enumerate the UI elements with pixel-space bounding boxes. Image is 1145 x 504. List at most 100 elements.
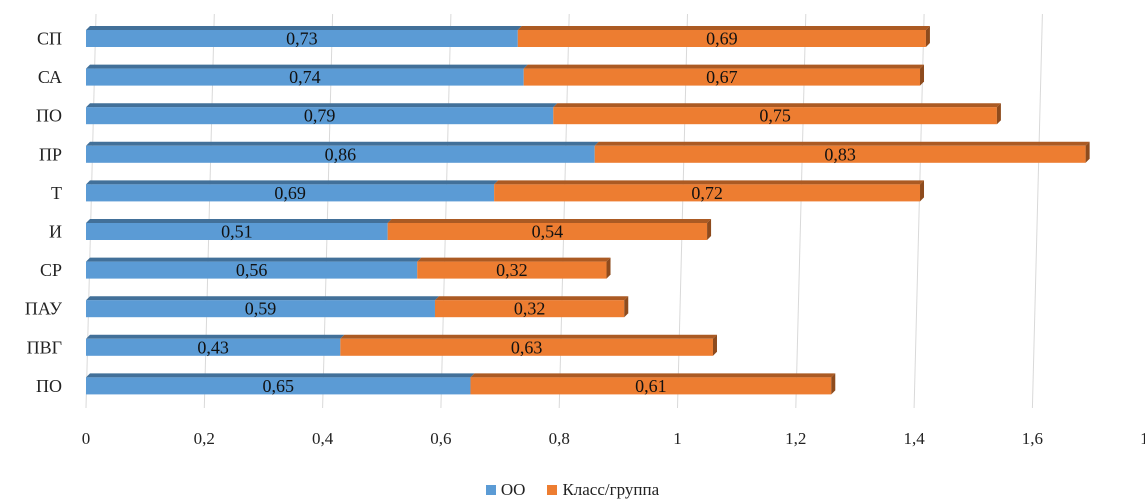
category-label: Т bbox=[51, 183, 62, 203]
data-label: 0,32 bbox=[514, 299, 546, 319]
bar-top-face bbox=[86, 64, 528, 69]
bar-top-face bbox=[553, 103, 1001, 108]
data-label: 0,43 bbox=[197, 337, 229, 357]
bar-segment bbox=[517, 30, 926, 47]
data-label: 0,67 bbox=[706, 67, 738, 87]
bar-side-face bbox=[707, 219, 712, 240]
category-label: И bbox=[49, 222, 62, 242]
category-label: СА bbox=[38, 67, 62, 87]
bar-segment bbox=[86, 184, 495, 202]
data-label: 0,75 bbox=[759, 106, 791, 126]
bar-side-face bbox=[920, 64, 925, 86]
x-tick-label: 1,8 bbox=[1140, 429, 1145, 448]
bar-top-face bbox=[86, 103, 558, 108]
chart-legend: ОО Класс/группа bbox=[0, 480, 1145, 500]
bar-side-face bbox=[996, 103, 1001, 125]
x-tick-label: 0,2 bbox=[194, 429, 215, 448]
data-label: 0,61 bbox=[635, 376, 667, 396]
bar-side-face bbox=[1085, 141, 1090, 163]
x-tick-label: 0,4 bbox=[312, 429, 334, 448]
bar-side-face bbox=[712, 334, 717, 356]
bar-top-face bbox=[523, 64, 925, 69]
x-tick-label: 1,4 bbox=[903, 429, 925, 448]
bar-top-face bbox=[86, 373, 475, 378]
category-label: ПАУ bbox=[25, 299, 62, 319]
bar-segment bbox=[340, 338, 713, 356]
x-tick-label: 0,6 bbox=[430, 429, 451, 448]
bar-segment bbox=[86, 300, 435, 318]
bar-segment bbox=[86, 377, 471, 395]
bar-top-face bbox=[86, 141, 599, 146]
chart-canvas: 0 0,2 0,4 0,6 0,8 1 1,2 1,4 1,6 1,8 СП 0,73 0,69 СА 0,… bbox=[25, 13, 1145, 448]
bar-top-face bbox=[494, 180, 925, 185]
bar-segment bbox=[86, 107, 554, 125]
bar-top-face bbox=[86, 219, 392, 223]
bar-top-face bbox=[417, 257, 611, 262]
bar-top-face bbox=[434, 296, 629, 301]
x-tick-label: 0 bbox=[82, 429, 91, 448]
data-label: 0,69 bbox=[274, 183, 306, 203]
data-label: 0,69 bbox=[706, 29, 738, 49]
x-tick-label: 0,8 bbox=[549, 429, 570, 448]
data-label: 0,73 bbox=[286, 29, 318, 49]
legend-item-class-group: Класс/группа bbox=[547, 480, 659, 500]
legend-label-oo: ОО bbox=[500, 480, 526, 499]
bar-segment bbox=[494, 184, 921, 202]
legend-label-class-group: Класс/группа bbox=[562, 480, 660, 499]
bar-segment bbox=[417, 261, 607, 279]
data-label: 0,56 bbox=[236, 260, 268, 280]
legend-swatch-class-group bbox=[547, 485, 558, 495]
bar-top-face bbox=[340, 334, 717, 339]
data-label: 0,59 bbox=[245, 299, 277, 319]
data-label: 0,65 bbox=[262, 376, 294, 396]
data-label: 0,54 bbox=[532, 222, 564, 242]
bar-top-face bbox=[86, 296, 439, 301]
x-tick-label: 1,6 bbox=[1022, 429, 1043, 448]
bar-side-face bbox=[920, 180, 925, 202]
bar-segment bbox=[594, 145, 1086, 163]
bar-segment bbox=[86, 68, 524, 86]
bar-segment bbox=[86, 338, 341, 356]
bar-side-face bbox=[831, 373, 836, 395]
bar-segment bbox=[86, 145, 595, 163]
bar-top-face bbox=[86, 334, 345, 339]
bar-side-face bbox=[606, 257, 611, 279]
category-label: СР bbox=[40, 260, 62, 280]
bar-segment bbox=[86, 223, 388, 240]
category-label: ПВГ bbox=[27, 337, 62, 357]
data-label: 0,51 bbox=[221, 222, 253, 242]
data-label: 0,86 bbox=[325, 144, 357, 164]
x-tick-label: 1,2 bbox=[785, 429, 806, 448]
category-label: ПР bbox=[39, 144, 62, 164]
gridline bbox=[1031, 13, 1043, 409]
bar-segment bbox=[553, 107, 997, 125]
bar-segment bbox=[470, 377, 832, 395]
bar-top-face bbox=[594, 141, 1090, 146]
data-label: 0,79 bbox=[304, 106, 336, 126]
data-label: 0,63 bbox=[511, 337, 543, 357]
bar-top-face bbox=[517, 26, 930, 30]
category-label: ПО bbox=[36, 106, 62, 126]
category-label: СП bbox=[37, 29, 62, 49]
legend-item-oo: ОО bbox=[485, 480, 526, 500]
data-label: 0,32 bbox=[496, 260, 528, 280]
bar-segment bbox=[86, 30, 518, 47]
x-tick-label: 1 bbox=[673, 429, 682, 448]
category-label: ПО bbox=[36, 376, 62, 396]
bar-side-face bbox=[624, 296, 629, 318]
bar-top-face bbox=[86, 257, 422, 262]
bar-segment bbox=[523, 68, 921, 86]
bar-segment bbox=[434, 300, 625, 318]
data-label: 0,74 bbox=[289, 67, 321, 87]
bar-segment bbox=[387, 223, 708, 240]
bar-top-face bbox=[387, 219, 712, 223]
data-label: 0,83 bbox=[824, 144, 856, 164]
bar-top-face bbox=[470, 373, 836, 378]
legend-swatch-oo bbox=[485, 485, 496, 495]
bar-top-face bbox=[86, 26, 522, 30]
data-label: 0,72 bbox=[691, 183, 723, 203]
bar-top-face bbox=[86, 180, 499, 185]
bar-segment bbox=[86, 261, 418, 279]
bar-side-face bbox=[925, 26, 930, 47]
